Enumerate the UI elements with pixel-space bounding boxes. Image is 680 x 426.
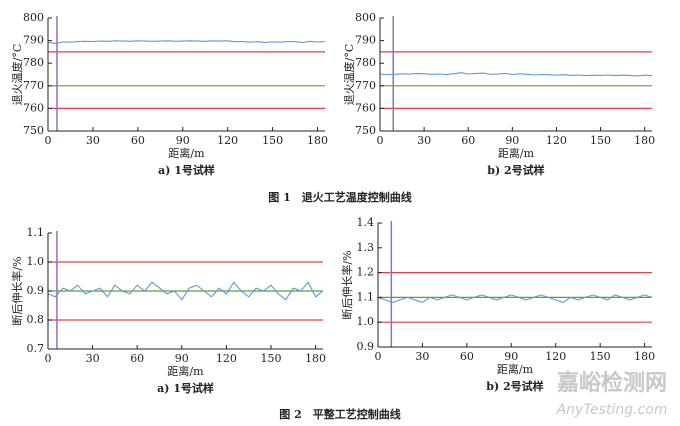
x-tick-label: 120 <box>217 134 238 147</box>
y-tick-label: 1.1 <box>27 226 45 239</box>
x-tick-label: 180 <box>307 134 328 147</box>
y-axis-label: 断后伸长率/% <box>10 256 24 325</box>
y-tick-label: 0.7 <box>27 342 45 355</box>
x-tick-label: 180 <box>634 134 655 147</box>
y-tick-label: 790 <box>355 34 376 47</box>
y-tick-label: 1.2 <box>357 266 375 279</box>
x-tick-label: 180 <box>634 350 655 363</box>
x-tick-label: 60 <box>461 134 475 147</box>
x-tick-label: 60 <box>130 352 144 365</box>
x-tick-label: 0 <box>377 134 384 147</box>
watermark: AnyTesting.com <box>556 402 668 418</box>
y-tick-label: 1.4 <box>357 216 375 229</box>
x-tick-label: 90 <box>176 134 190 147</box>
x-tick-label: 0 <box>375 350 382 363</box>
y-tick-label: 750 <box>355 124 376 137</box>
subcaption: a) 1号试样 <box>157 381 214 395</box>
subcaption: b) 2号试样 <box>487 163 544 177</box>
subcaption: a) 1号试样 <box>158 163 215 177</box>
y-tick-label: 770 <box>23 79 44 92</box>
x-tick-label: 30 <box>86 352 100 365</box>
y-tick-label: 770 <box>355 79 376 92</box>
y-tick-label: 800 <box>23 11 44 24</box>
data-line <box>47 40 326 44</box>
x-tick-label: 30 <box>86 134 100 147</box>
x-tick-label: 150 <box>260 352 281 365</box>
y-tick-label: 780 <box>355 56 376 69</box>
x-tick-label: 0 <box>45 352 52 365</box>
y-tick-label: 1.1 <box>357 290 375 303</box>
y-tick-label: 0.9 <box>357 340 375 353</box>
x-tick-label: 90 <box>505 134 519 147</box>
x-axis-label: 距离/m <box>167 364 204 378</box>
figure-caption: 图 1 退火工艺温度控制曲线 <box>268 190 411 204</box>
y-tick-label: 760 <box>23 101 44 114</box>
y-tick-label: 780 <box>23 56 44 69</box>
data-line <box>47 281 324 301</box>
x-tick-label: 30 <box>417 134 431 147</box>
y-axis-label: 退火温度/°C <box>342 44 356 106</box>
x-tick-label: 90 <box>504 350 518 363</box>
y-axis-label: 断后伸长率/% <box>340 250 354 319</box>
data-line <box>377 294 653 304</box>
x-tick-label: 90 <box>175 352 189 365</box>
x-tick-label: 150 <box>590 350 611 363</box>
y-tick-label: 1.3 <box>357 241 375 254</box>
x-tick-label: 120 <box>216 352 237 365</box>
x-tick-label: 180 <box>305 352 326 365</box>
y-tick-label: 1.0 <box>27 255 45 268</box>
x-tick-label: 120 <box>546 134 567 147</box>
x-tick-label: 150 <box>590 134 611 147</box>
y-tick-label: 1.0 <box>357 315 375 328</box>
subcaption: b) 2号试样 <box>486 379 543 393</box>
x-tick-label: 150 <box>262 134 283 147</box>
x-axis-label: 距离/m <box>168 146 205 160</box>
y-tick-label: 760 <box>355 101 376 114</box>
x-tick-label: 60 <box>131 134 145 147</box>
x-tick-label: 30 <box>415 350 429 363</box>
watermark: 嘉峪检测网 <box>557 370 667 396</box>
x-tick-label: 0 <box>45 134 52 147</box>
y-tick-label: 0.9 <box>27 284 45 297</box>
y-tick-label: 800 <box>355 11 376 24</box>
data-line <box>379 72 653 77</box>
x-tick-label: 120 <box>545 350 566 363</box>
figure-caption: 图 2 平整工艺控制曲线 <box>279 407 400 421</box>
x-axis-label: 距离/m <box>497 362 534 376</box>
y-tick-label: 790 <box>23 34 44 47</box>
x-axis-label: 距离/m <box>498 146 535 160</box>
y-tick-label: 750 <box>23 124 44 137</box>
y-tick-label: 0.8 <box>27 313 45 326</box>
x-tick-label: 60 <box>460 350 474 363</box>
y-axis-label: 退火温度/°C <box>10 44 24 106</box>
